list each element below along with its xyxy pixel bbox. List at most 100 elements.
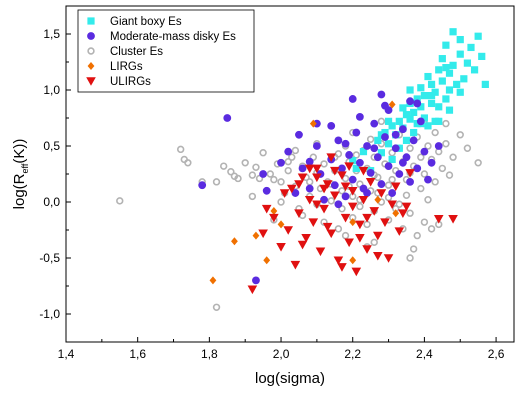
- data-point-giant-boxy-es: [406, 115, 414, 123]
- data-point-cluster-es: [248, 171, 257, 179]
- data-point-ulirgs: [322, 222, 333, 232]
- legend-label-giant-boxy-es: Giant boxy Es: [110, 16, 182, 28]
- data-point-moderate-mass-disky-es: [366, 168, 375, 177]
- data-point-giant-boxy-es: [384, 117, 393, 125]
- data-point-cluster-es: [356, 202, 364, 211]
- data-point-cluster-es: [184, 159, 192, 167]
- data-point-ulirgs: [401, 202, 412, 212]
- data-point-giant-boxy-es: [424, 122, 432, 130]
- data-point-giant-boxy-es: [374, 136, 382, 144]
- data-point-giant-boxy-es: [435, 66, 443, 74]
- data-point-cluster-es: [438, 164, 447, 173]
- data-point-ulirgs: [315, 247, 326, 257]
- data-point-ulirgs: [383, 254, 394, 263]
- data-point-giant-boxy-es: [395, 117, 403, 125]
- legend-marker-giant-boxy-es: [87, 17, 95, 25]
- data-point-cluster-es: [424, 142, 432, 150]
- data-point-moderate-mass-disky-es: [198, 181, 207, 190]
- data-point-giant-boxy-es: [460, 75, 468, 83]
- data-point-lirgs: [349, 256, 357, 265]
- data-point-moderate-mass-disky-es: [334, 136, 343, 145]
- data-point-lirgs: [309, 119, 317, 128]
- data-point-giant-boxy-es: [384, 140, 393, 148]
- data-point-cluster-es: [395, 200, 404, 208]
- legend-label-moderate-mass-disky-es: Moderate-mass disky Es: [110, 31, 236, 43]
- y-tick-label: 0,5: [43, 139, 60, 153]
- y-axis-label-rest: (K)): [11, 139, 28, 164]
- data-point-giant-boxy-es: [456, 88, 464, 96]
- data-point-cluster-es: [116, 197, 124, 205]
- data-point-giant-boxy-es: [456, 50, 464, 58]
- data-point-moderate-mass-disky-es: [377, 180, 386, 188]
- y-tick-label: 1,5: [43, 27, 60, 41]
- data-point-cluster-es: [445, 171, 454, 179]
- data-point-ulirgs: [330, 191, 340, 201]
- data-point-ulirgs: [351, 267, 362, 277]
- data-point-ulirgs: [380, 218, 390, 227]
- x-tick-label: 1,8: [201, 347, 218, 361]
- data-point-cluster-es: [277, 178, 285, 186]
- data-point-giant-boxy-es: [474, 32, 482, 40]
- data-point-giant-boxy-es: [399, 104, 407, 112]
- data-point-cluster-es: [341, 231, 350, 240]
- data-point-ulirgs: [355, 234, 365, 243]
- data-point-ulirgs: [304, 164, 315, 174]
- data-point-moderate-mass-disky-es: [341, 192, 350, 201]
- x-axis-label: log(sigma): [255, 370, 325, 387]
- data-point-ulirgs: [290, 260, 301, 270]
- data-point-ulirgs: [405, 169, 415, 178]
- data-point-lirgs: [277, 220, 285, 229]
- data-point-cluster-es: [384, 181, 393, 189]
- data-point-ulirgs: [330, 166, 340, 176]
- data-point-ulirgs: [347, 202, 358, 212]
- data-point-moderate-mass-disky-es: [377, 90, 386, 99]
- data-point-cluster-es: [442, 140, 450, 148]
- data-point-cluster-es: [219, 162, 228, 170]
- data-point-cluster-es: [388, 175, 396, 184]
- data-point-moderate-mass-disky-es: [341, 139, 350, 148]
- legend-label-lirgs: LIRGs: [110, 61, 143, 73]
- data-point-giant-boxy-es: [377, 131, 385, 139]
- data-point-lirgs: [252, 231, 260, 240]
- data-point-ulirgs: [365, 178, 376, 187]
- data-point-cluster-es: [227, 168, 235, 176]
- data-point-giant-boxy-es: [402, 111, 411, 119]
- data-point-cluster-es: [277, 198, 285, 206]
- data-point-moderate-mass-disky-es: [223, 114, 232, 122]
- data-points: [116, 28, 489, 311]
- data-point-giant-boxy-es: [413, 95, 421, 103]
- data-point-giant-boxy-es: [438, 55, 446, 63]
- series-ulirgs: [247, 153, 458, 295]
- data-point-ulirgs: [398, 209, 408, 218]
- data-point-giant-boxy-es: [388, 155, 396, 164]
- data-point-cluster-es: [338, 205, 346, 213]
- data-point-ulirgs: [448, 215, 458, 224]
- y-tick-label: -1,0: [39, 307, 60, 321]
- x-tick-label: 2,6: [488, 347, 505, 361]
- data-point-cluster-es: [406, 254, 414, 262]
- data-point-moderate-mass-disky-es: [381, 133, 389, 141]
- data-point-ulirgs: [358, 166, 369, 176]
- data-point-cluster-es: [291, 146, 300, 155]
- data-point-giant-boxy-es: [478, 52, 486, 60]
- data-point-ulirgs: [294, 209, 304, 218]
- data-point-giant-boxy-es: [427, 92, 436, 100]
- data-point-ulirgs: [394, 227, 405, 236]
- x-tick-label: 2,2: [344, 347, 361, 361]
- data-point-ulirgs: [312, 200, 322, 210]
- legend-marker-lirgs: [87, 62, 95, 70]
- data-point-giant-boxy-es: [442, 41, 450, 49]
- data-point-ulirgs: [301, 234, 311, 243]
- x-tick-label: 1,6: [129, 347, 146, 361]
- legend-marker-cluster-es: [87, 47, 95, 55]
- data-point-cluster-es: [270, 175, 278, 184]
- data-point-cluster-es: [320, 160, 328, 168]
- legend-marker-moderate-mass-disky-es: [87, 32, 95, 40]
- data-point-cluster-es: [212, 303, 221, 311]
- data-point-moderate-mass-disky-es: [363, 189, 371, 197]
- data-point-ulirgs: [304, 195, 315, 205]
- data-point-cluster-es: [334, 150, 343, 158]
- data-point-moderate-mass-disky-es: [381, 101, 389, 110]
- data-point-ulirgs: [297, 173, 308, 183]
- data-point-ulirgs: [347, 187, 358, 196]
